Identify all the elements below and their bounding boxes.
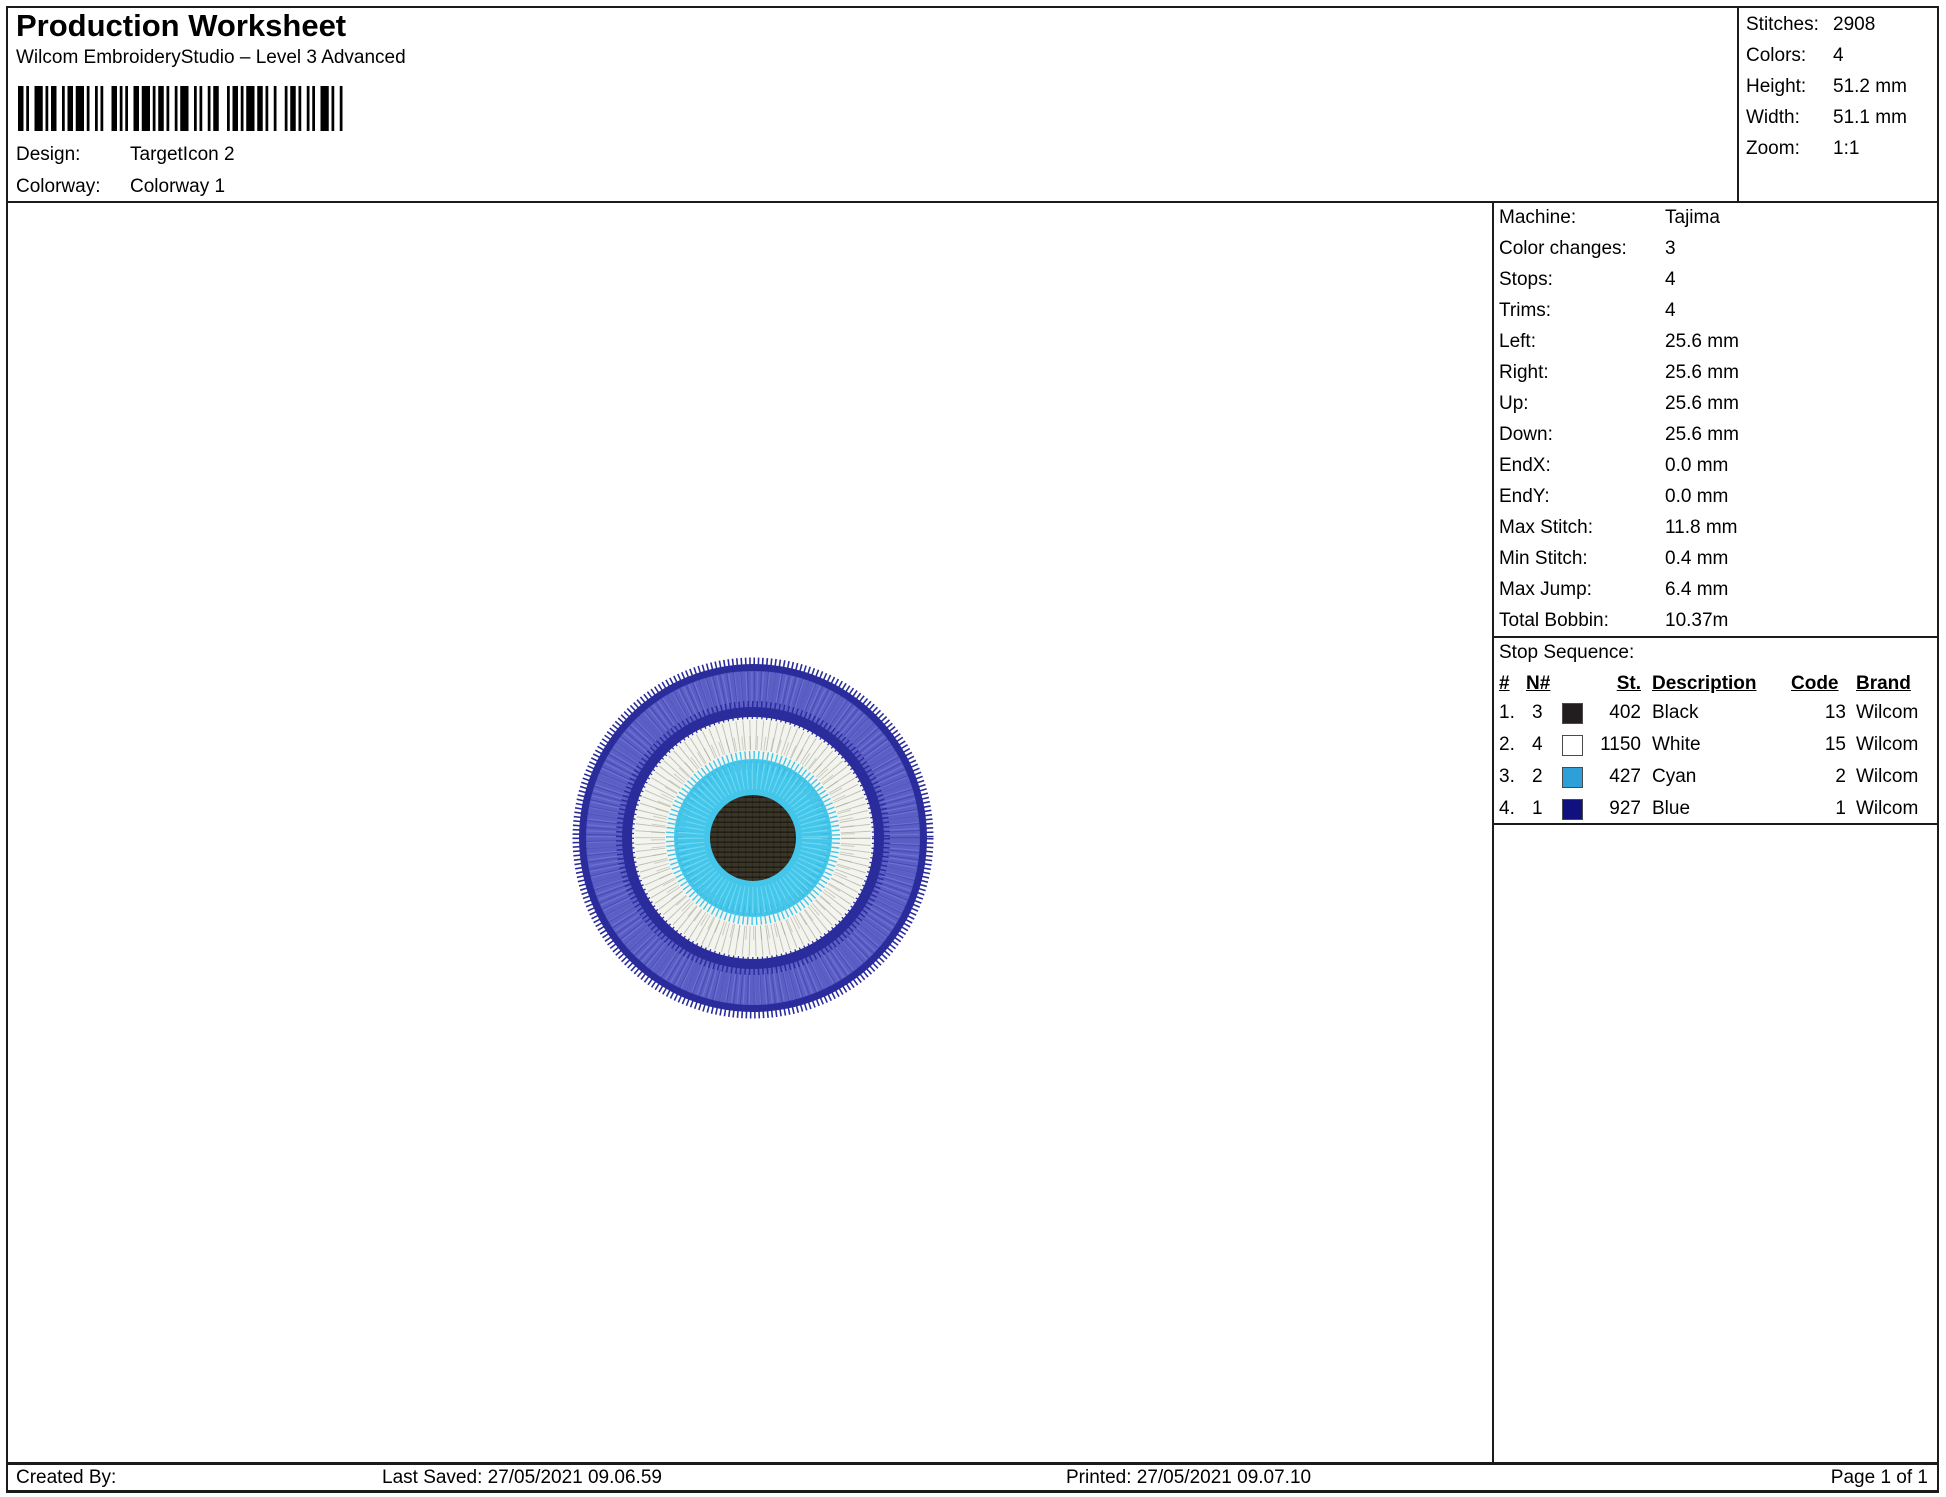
machine-label: Machine: (1499, 207, 1577, 228)
stop-sequence-top-divider (1492, 636, 1939, 638)
machine-value: 0.0 mm (1665, 455, 1729, 476)
row-number: 2. (1499, 734, 1515, 755)
page-title: Production Worksheet (16, 8, 347, 43)
thread-brand: Wilcom (1856, 702, 1919, 723)
page-border (6, 6, 1939, 1464)
column-header-brand: Brand (1856, 673, 1911, 694)
machine-label: Up: (1499, 393, 1529, 414)
design-label: Design: (16, 144, 81, 165)
thread-description: Blue (1652, 798, 1691, 819)
summary-value: 51.1 mm (1833, 107, 1907, 128)
header-divider (6, 201, 1939, 203)
column-header-code: Code (1791, 673, 1839, 694)
thread-code: 2 (1835, 766, 1846, 787)
summary-value: 51.2 mm (1833, 76, 1907, 97)
machine-value: 3 (1665, 238, 1676, 259)
thread-brand: Wilcom (1856, 766, 1919, 787)
needle-number: 4 (1532, 734, 1543, 755)
thread-color-swatch (1562, 767, 1583, 788)
machine-value: 0.0 mm (1665, 486, 1729, 507)
machine-value: 25.6 mm (1665, 362, 1739, 383)
summary-box-divider (1737, 6, 1739, 203)
summary-value: 4 (1833, 45, 1844, 66)
thread-description: White (1652, 734, 1701, 755)
printed-text: Printed: 27/05/2021 09.07.10 (1066, 1467, 1312, 1488)
machine-label: Total Bobbin: (1499, 610, 1609, 631)
stitch-count: 427 (1609, 766, 1641, 787)
thread-color-swatch (1562, 703, 1583, 724)
row-number: 4. (1499, 798, 1515, 819)
stop-sequence-title: Stop Sequence: (1499, 642, 1635, 663)
needle-number: 3 (1532, 702, 1543, 723)
thread-brand: Wilcom (1856, 798, 1919, 819)
machine-value: 25.6 mm (1665, 331, 1739, 352)
summary-value: 1:1 (1833, 138, 1860, 159)
machine-value: 4 (1665, 269, 1676, 290)
summary-label: Height: (1746, 76, 1807, 97)
page-number: Page 1 of 1 (1830, 1467, 1928, 1488)
row-number: 3. (1499, 766, 1515, 787)
stitch-count: 402 (1609, 702, 1641, 723)
machine-label: Color changes: (1499, 238, 1627, 259)
machine-label: EndX: (1499, 455, 1551, 476)
last-saved-text: Last Saved: 27/05/2021 09.06.59 (382, 1467, 662, 1488)
needle-number: 2 (1532, 766, 1543, 787)
machine-label: EndY: (1499, 486, 1550, 507)
stitch-count: 927 (1609, 798, 1641, 819)
row-number: 1. (1499, 702, 1515, 723)
colorway-label: Colorway: (16, 176, 101, 197)
column-header-st: St. (1616, 673, 1641, 694)
panel-divider (1492, 203, 1494, 1464)
thread-color-swatch (1562, 799, 1583, 820)
thread-color-swatch (1562, 735, 1583, 756)
machine-value: 25.6 mm (1665, 393, 1739, 414)
thread-brand: Wilcom (1856, 734, 1919, 755)
design-preview-image (572, 657, 934, 1019)
machine-value: 6.4 mm (1665, 579, 1729, 600)
summary-label: Stitches: (1746, 14, 1819, 35)
summary-label: Zoom: (1746, 138, 1800, 159)
summary-label: Colors: (1746, 45, 1807, 66)
column-header-description: Description (1652, 673, 1757, 694)
thread-description: Black (1652, 702, 1699, 723)
machine-value: 11.8 mm (1665, 517, 1738, 538)
summary-label: Width: (1746, 107, 1800, 128)
thread-code: 13 (1824, 702, 1846, 723)
column-header-num: # (1499, 673, 1510, 694)
column-header-n: N# (1526, 673, 1551, 694)
created-by-label: Created By: (16, 1467, 117, 1488)
thread-code: 1 (1835, 798, 1846, 819)
stop-sequence-bottom-divider (1492, 823, 1939, 825)
machine-label: Min Stitch: (1499, 548, 1588, 569)
machine-label: Max Stitch: (1499, 517, 1593, 538)
design-value: TargetIcon 2 (130, 144, 235, 165)
thread-description: Cyan (1652, 766, 1697, 787)
machine-label: Max Jump: (1499, 579, 1592, 600)
machine-label: Trims: (1499, 300, 1552, 321)
stitch-count: 1150 (1600, 734, 1641, 755)
machine-label: Down: (1499, 424, 1553, 445)
barcode-image (18, 86, 343, 131)
machine-label: Left: (1499, 331, 1536, 352)
machine-label: Stops: (1499, 269, 1553, 290)
thread-code: 15 (1824, 734, 1846, 755)
machine-value: Tajima (1665, 207, 1720, 228)
machine-value: 0.4 mm (1665, 548, 1729, 569)
footer-bar (6, 1462, 1939, 1493)
summary-value: 2908 (1833, 14, 1876, 35)
machine-value: 10.37m (1665, 610, 1729, 631)
software-subtitle: Wilcom EmbroideryStudio – Level 3 Advanc… (16, 47, 406, 68)
colorway-value: Colorway 1 (130, 176, 226, 197)
machine-label: Right: (1499, 362, 1549, 383)
machine-value: 25.6 mm (1665, 424, 1739, 445)
machine-value: 4 (1665, 300, 1676, 321)
needle-number: 1 (1532, 798, 1543, 819)
